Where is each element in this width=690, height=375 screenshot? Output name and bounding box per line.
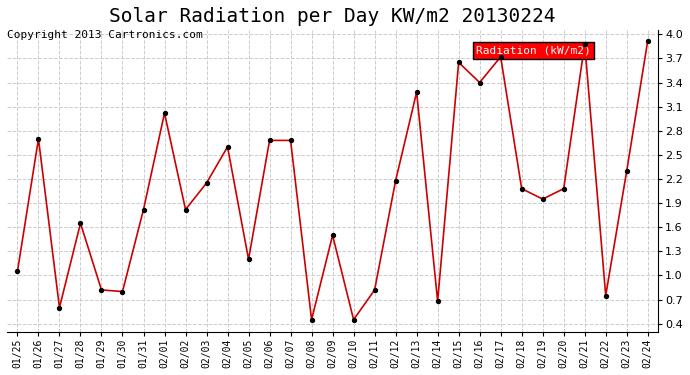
Point bbox=[537, 196, 548, 202]
Point bbox=[285, 137, 296, 143]
Point bbox=[495, 54, 506, 60]
Point bbox=[642, 38, 653, 44]
Point bbox=[222, 144, 233, 150]
Point bbox=[138, 207, 149, 213]
Point bbox=[117, 288, 128, 294]
Point bbox=[264, 137, 275, 143]
Text: Copyright 2013 Cartronics.com: Copyright 2013 Cartronics.com bbox=[7, 30, 203, 39]
Point bbox=[243, 256, 254, 262]
Point bbox=[33, 136, 44, 142]
Point bbox=[390, 178, 401, 184]
Point bbox=[327, 232, 338, 238]
Point bbox=[411, 89, 422, 95]
Text: Radiation (kW/m2): Radiation (kW/m2) bbox=[476, 45, 591, 56]
Point bbox=[432, 298, 443, 304]
Point bbox=[453, 59, 464, 65]
Point bbox=[54, 304, 65, 310]
Point bbox=[180, 207, 191, 213]
Point bbox=[600, 292, 611, 298]
Point bbox=[306, 316, 317, 322]
Point bbox=[12, 268, 23, 274]
Title: Solar Radiation per Day KW/m2 20130224: Solar Radiation per Day KW/m2 20130224 bbox=[109, 7, 556, 26]
Point bbox=[558, 186, 569, 192]
Point bbox=[579, 41, 590, 47]
Point bbox=[621, 168, 632, 174]
Point bbox=[474, 80, 485, 86]
Point bbox=[96, 287, 107, 293]
Point bbox=[201, 180, 212, 186]
Point bbox=[369, 287, 380, 293]
Point bbox=[75, 220, 86, 226]
Point bbox=[159, 110, 170, 116]
Point bbox=[348, 316, 359, 322]
Point bbox=[516, 186, 527, 192]
